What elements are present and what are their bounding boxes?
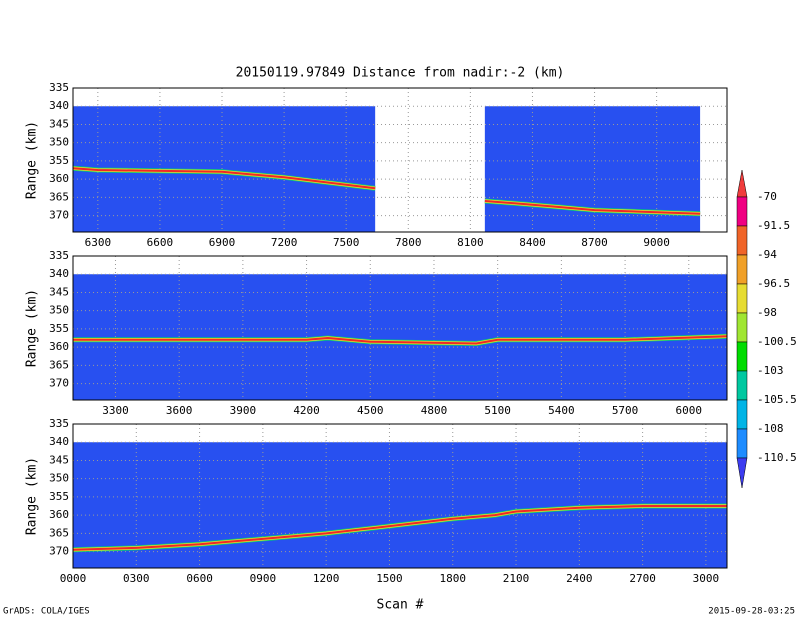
line [72, 167, 701, 215]
y-tick-label: 360 [49, 340, 69, 353]
x-tick-label: 8100 [457, 236, 484, 249]
x-tick-label: 8700 [581, 236, 608, 249]
x-tick-label: 0000 [60, 572, 87, 585]
x-tick-label: 2100 [503, 572, 530, 585]
y-tick-label: 345 [49, 453, 69, 466]
x-tick-label: 6900 [209, 236, 236, 249]
y-tick-label: 340 [49, 99, 69, 112]
colorbar-band [736, 370, 748, 401]
colorbar-label: -91.5 [757, 219, 790, 232]
x-tick-label: 3000 [693, 572, 720, 585]
x-tick-label: 8400 [519, 236, 546, 249]
line [72, 505, 727, 551]
y-tick-label: 345 [49, 117, 69, 130]
colorbar-cap [736, 457, 748, 489]
colorbar-band [736, 196, 748, 227]
colorbar-label: -103 [757, 364, 784, 377]
x-tick-label: 7500 [333, 236, 360, 249]
colorbar-label: -105.5 [757, 393, 797, 406]
x-tick-label: 1500 [376, 572, 403, 585]
x-tick-label: 0600 [186, 572, 213, 585]
y-tick-label: 350 [49, 472, 69, 485]
line [73, 335, 728, 345]
colorbar-label: -100.5 [757, 335, 797, 348]
y-tick-label: 365 [49, 190, 69, 203]
colorbar-band [736, 312, 748, 343]
y-tick-label: 345 [49, 285, 69, 298]
x-axis-label: Scan # [377, 598, 424, 613]
colorbar-label: -110.5 [757, 451, 797, 464]
x-tick-label: 0300 [123, 572, 150, 585]
plot-frame [72, 255, 728, 401]
x-tick-label: 7200 [271, 236, 298, 249]
y-tick-label: 335 [49, 81, 69, 94]
y-tick-label: 365 [49, 358, 69, 371]
colorbar-label: -94 [757, 248, 777, 261]
x-tick-label: 5100 [484, 404, 511, 417]
y-tick-label: 335 [49, 249, 69, 262]
colorbar-band [736, 341, 748, 372]
colorbar-label: -96.5 [757, 277, 790, 290]
plot-frame [72, 423, 728, 569]
x-tick-label: 5400 [548, 404, 575, 417]
footer-right: 2015-09-28-03:25 [708, 607, 795, 617]
x-tick-label: 3900 [230, 404, 257, 417]
x-tick-label: 6000 [676, 404, 703, 417]
x-tick-label: 4500 [357, 404, 384, 417]
chart-title: 20150119.97849 Distance from nadir:-2 (k… [236, 66, 565, 81]
x-tick-label: 1800 [439, 572, 466, 585]
x-tick-label: 6600 [147, 236, 174, 249]
y-tick-label: 370 [49, 377, 69, 390]
x-tick-label: 2400 [566, 572, 593, 585]
y-tick-label: 365 [49, 526, 69, 539]
x-tick-label: 2700 [629, 572, 656, 585]
y-tick-label: 350 [49, 304, 69, 317]
plot-frame [72, 87, 728, 233]
y-tick-label: 355 [49, 154, 69, 167]
x-tick-label: 4200 [293, 404, 320, 417]
y-tick-label: 350 [49, 136, 69, 149]
x-tick-label: 9000 [643, 236, 670, 249]
colorbar-cap [736, 169, 748, 198]
y-tick-label: 360 [49, 172, 69, 185]
colorbar-band [736, 399, 748, 430]
colorbar-band [736, 254, 748, 285]
y-tick-label: 370 [49, 209, 69, 222]
x-tick-label: 3300 [102, 404, 129, 417]
y-axis-label: Range (km) [25, 289, 40, 367]
y-tick-label: 355 [49, 490, 69, 503]
y-tick-label: 370 [49, 545, 69, 558]
x-tick-label: 1200 [313, 572, 340, 585]
colorbar-label: -108 [757, 422, 784, 435]
colorbar-label: -70 [757, 190, 777, 203]
colorbar-band [736, 283, 748, 314]
x-tick-label: 6300 [85, 236, 112, 249]
y-tick-label: 355 [49, 322, 69, 335]
x-tick-label: 4800 [421, 404, 448, 417]
footer-left: GrADS: COLA/IGES [3, 607, 90, 617]
y-axis-label: Range (km) [25, 121, 40, 199]
y-tick-label: 340 [49, 435, 69, 448]
x-tick-label: 3600 [166, 404, 193, 417]
colorbar-band [736, 225, 748, 256]
y-tick-label: 360 [49, 508, 69, 521]
x-tick-label: 5700 [612, 404, 639, 417]
y-axis-label: Range (km) [25, 457, 40, 535]
y-tick-label: 335 [49, 417, 69, 430]
data-area [73, 274, 727, 400]
x-tick-label: 7800 [395, 236, 422, 249]
x-tick-label: 0900 [250, 572, 277, 585]
colorbar-label: -98 [757, 306, 777, 319]
y-tick-label: 340 [49, 267, 69, 280]
colorbar-band [736, 428, 748, 459]
